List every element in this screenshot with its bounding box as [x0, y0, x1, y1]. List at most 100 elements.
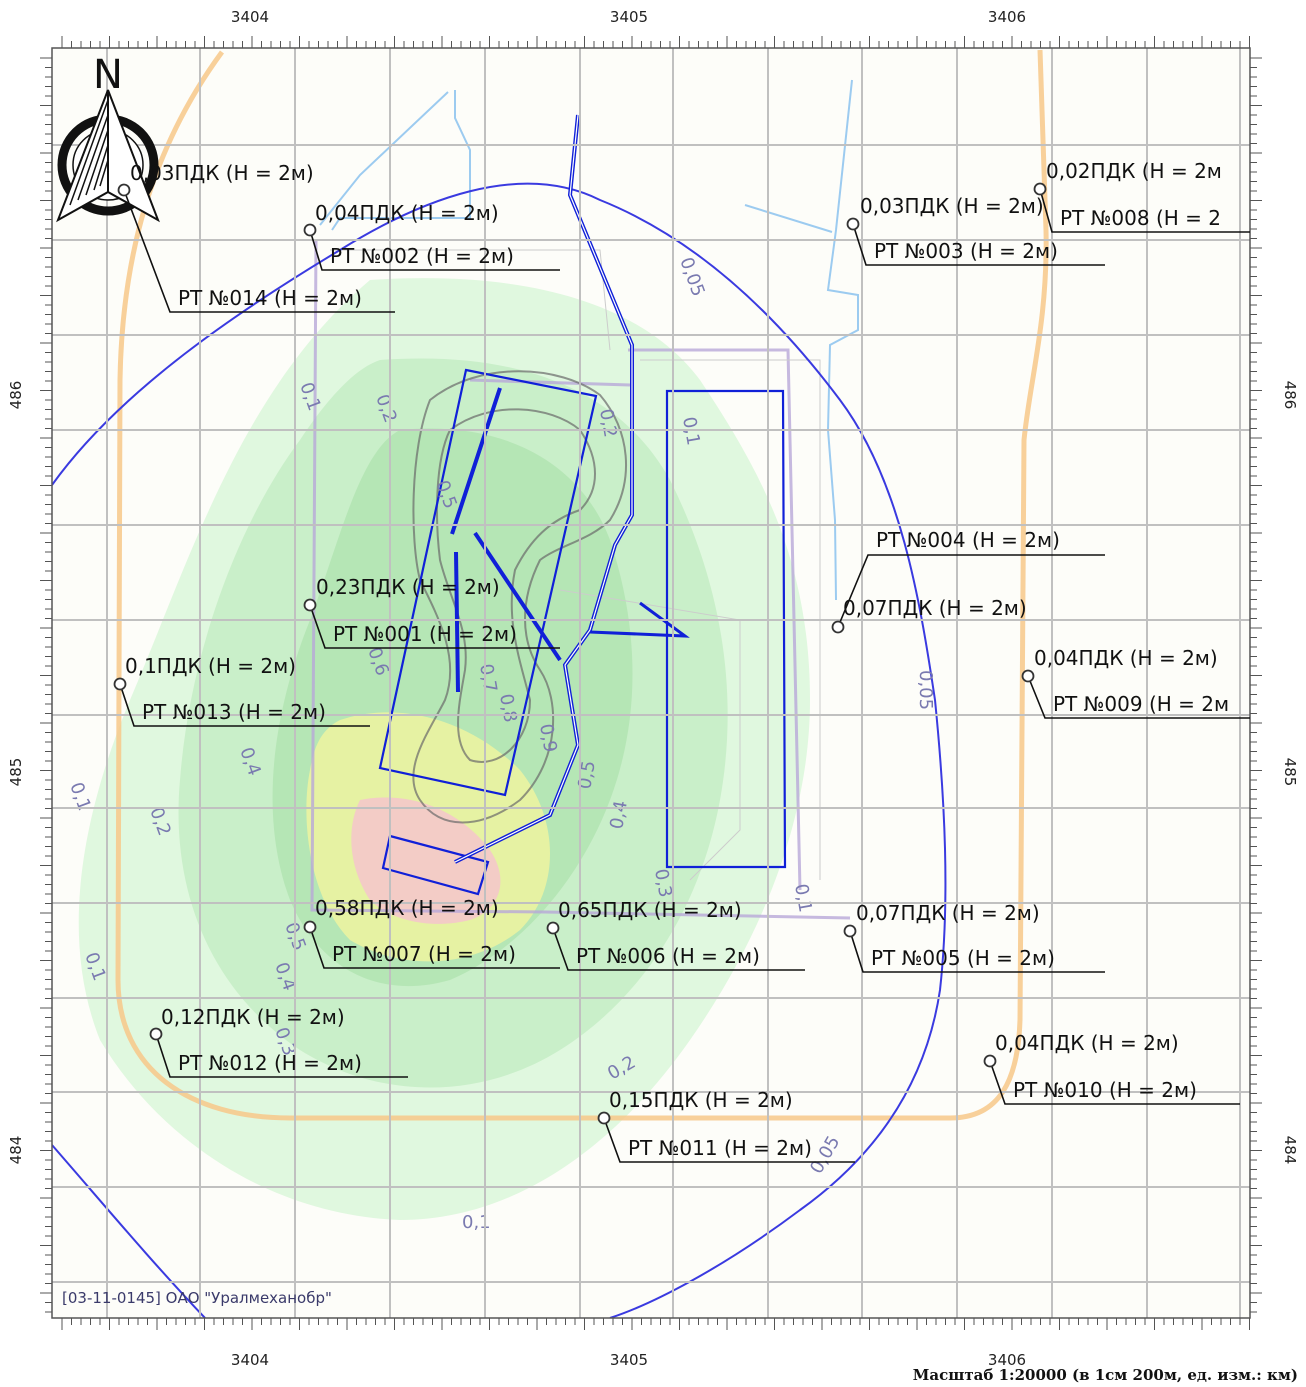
- perimeter-road: [115, 49, 1049, 1121]
- point-marker-icon: [843, 924, 857, 938]
- point-value-label: 0,23ПДК (Н = 2м): [316, 575, 500, 599]
- monitoring-point[interactable]: 0,04ПДК (Н = 2м) РТ №009 (Н = 2м: [1021, 646, 1251, 719]
- leader-line: [155, 1033, 408, 1078]
- point-id-label: РТ №009 (Н = 2м: [1053, 692, 1229, 716]
- contour-label: 0,7: [475, 662, 501, 694]
- point-value-label: 0,04ПДК (Н = 2м): [1034, 646, 1218, 670]
- point-id-label: РТ №002 (Н = 2м): [330, 244, 514, 268]
- leader-line: [309, 229, 560, 271]
- point-value-label: 0,02ПДК (Н = 2м: [1046, 159, 1222, 183]
- point-value-label: 0,58ПДК (Н = 2м): [315, 896, 499, 920]
- point-id-label: РТ №003 (Н = 2м): [874, 239, 1058, 263]
- point-value-label: 0,04ПДК (Н = 2м): [315, 201, 499, 225]
- monitoring-point[interactable]: 0,12ПДК (Н = 2м) РТ №012 (Н = 2м): [149, 1005, 409, 1078]
- zone-0-8: [351, 797, 501, 924]
- leader-line: [852, 223, 1105, 266]
- point-value-label: 0,65ПДК (Н = 2м): [558, 898, 742, 922]
- y-tick-label: 484: [7, 1135, 25, 1165]
- point-id-label: РТ №011 (Н = 2м): [628, 1136, 812, 1160]
- point-id-label: РТ №014 (Н = 2м): [178, 286, 362, 310]
- scale-caption: Масштаб 1:20000 (в 1см 200м, ед. изм.: к…: [912, 1366, 1298, 1384]
- leader-line: [309, 926, 560, 969]
- point-value-label: 0,04ПДК (Н = 2м): [995, 1031, 1179, 1055]
- contour-label: 0,1: [678, 415, 704, 447]
- x-tick-label: 3404: [230, 8, 270, 26]
- point-marker-icon: [113, 677, 127, 691]
- leader-line: [309, 604, 560, 649]
- source-area-east: [665, 389, 787, 869]
- point-id-label: РТ №008 (Н = 2: [1060, 206, 1221, 230]
- x-tick-label: 3405: [609, 8, 649, 26]
- contour-label: 0,4: [606, 799, 632, 831]
- point-value-label: 0,15ПДК (Н = 2м): [609, 1088, 793, 1112]
- site-outline: [310, 239, 851, 920]
- leader-line: [1039, 188, 1250, 233]
- point-id-label: РТ №010 (Н = 2м): [1013, 1078, 1197, 1102]
- point-marker-icon: [303, 598, 317, 612]
- y-tick-label: 484: [1281, 1135, 1299, 1165]
- point-marker-icon: [597, 1111, 611, 1125]
- leader-line: [552, 927, 805, 971]
- north-label: N: [93, 52, 123, 98]
- source-line-vert: [454, 551, 460, 693]
- point-value-label: 0,12ПДК (Н = 2м): [161, 1005, 345, 1029]
- point-marker-icon: [303, 920, 317, 934]
- pit-contours: [412, 370, 627, 824]
- point-marker-icon: [1021, 669, 1035, 683]
- leader-line: [837, 554, 1105, 628]
- point-id-label: РТ №006 (Н = 2м): [576, 944, 760, 968]
- monitoring-point[interactable]: 0,07ПДК (Н = 2м) РТ №005 (Н = 2м): [843, 901, 1106, 973]
- source-area-small: [381, 834, 490, 896]
- project-watermark: [03-11-0145] ОАО "Уралмеханобр": [62, 1289, 332, 1307]
- monitoring-point[interactable]: 0,03ПДК (Н = 2м) РТ №014 (Н = 2м): [117, 161, 396, 313]
- monitoring-point[interactable]: 0,02ПДК (Н = 2м РТ №008 (Н = 2: [1033, 159, 1251, 233]
- site-fine-lines: [330, 249, 821, 881]
- point-value-label: 0,03ПДК (Н = 2м): [130, 161, 314, 185]
- point-marker-icon: [1033, 182, 1047, 196]
- point-marker-icon: [546, 921, 560, 935]
- source-area-pit: [378, 368, 598, 797]
- monitoring-point[interactable]: 0,58ПДК (Н = 2м) РТ №007 (Н = 2м): [303, 896, 561, 969]
- monitoring-point[interactable]: 0,23ПДК (Н = 2м) РТ №001 (Н = 2м): [303, 575, 561, 649]
- monitoring-point[interactable]: 0,07ПДК (Н = 2м) РТ №004 (Н = 2м): [831, 528, 1106, 634]
- x-tick-label: 3406: [987, 8, 1027, 26]
- leader-line: [603, 1117, 855, 1163]
- y-tick-label: 486: [1281, 380, 1299, 410]
- contour-label: 0,3: [650, 867, 676, 899]
- point-value-label: 0,07ПДК (Н = 2м): [856, 901, 1040, 925]
- monitoring-point[interactable]: 0,15ПДК (Н = 2м) РТ №011 (Н = 2м): [597, 1088, 856, 1163]
- contour-label: 0,05: [915, 670, 936, 710]
- monitoring-point[interactable]: 0,04ПДК (Н = 2м) РТ №010 (Н = 2м): [983, 1031, 1241, 1105]
- point-marker-icon: [149, 1027, 163, 1041]
- point-marker-icon: [303, 223, 317, 237]
- contour-label: 0,2: [595, 407, 621, 439]
- leader-line: [849, 930, 1105, 973]
- leader-line: [1027, 675, 1250, 719]
- point-marker-icon: [846, 217, 860, 231]
- concentration-zones: [78, 278, 811, 1221]
- monitoring-point[interactable]: 0,1ПДК (Н = 2м) РТ №013 (Н = 2м): [113, 654, 371, 727]
- point-value-label: 0,1ПДК (Н = 2м): [125, 654, 296, 678]
- point-marker-icon: [117, 183, 131, 197]
- leader-line: [123, 189, 395, 313]
- x-tick-label: 3405: [609, 1351, 649, 1369]
- monitoring-point[interactable]: 0,65ПДК (Н = 2м) РТ №006 (Н = 2м): [546, 898, 806, 971]
- contour-label: 0,8: [495, 692, 521, 724]
- emission-sources: [378, 114, 787, 896]
- water-channels: [319, 79, 859, 601]
- point-value-label: 0,07ПДК (Н = 2м): [843, 596, 1027, 620]
- point-id-label: РТ №013 (Н = 2м): [142, 700, 326, 724]
- y-tick-label: 485: [7, 757, 25, 787]
- point-id-label: РТ №004 (Н = 2м): [876, 528, 1060, 552]
- leader-line: [119, 683, 370, 727]
- isolines-0-05: [52, 182, 947, 1318]
- monitoring-point[interactable]: 0,04ПДК (Н = 2м) РТ №002 (Н = 2м): [303, 201, 561, 271]
- point-id-label: РТ №012 (Н = 2м): [178, 1051, 362, 1075]
- point-value-label: 0,03ПДК (Н = 2м): [860, 194, 1044, 218]
- point-marker-icon: [983, 1054, 997, 1068]
- x-tick-label: 3406: [987, 1351, 1027, 1369]
- x-tick-label: 3404: [230, 1351, 270, 1369]
- point-id-label: РТ №001 (Н = 2м): [333, 622, 517, 646]
- monitoring-point[interactable]: 0,03ПДК (Н = 2м) РТ №003 (Н = 2м): [846, 194, 1106, 266]
- frame-ticks: [40, 36, 1262, 1330]
